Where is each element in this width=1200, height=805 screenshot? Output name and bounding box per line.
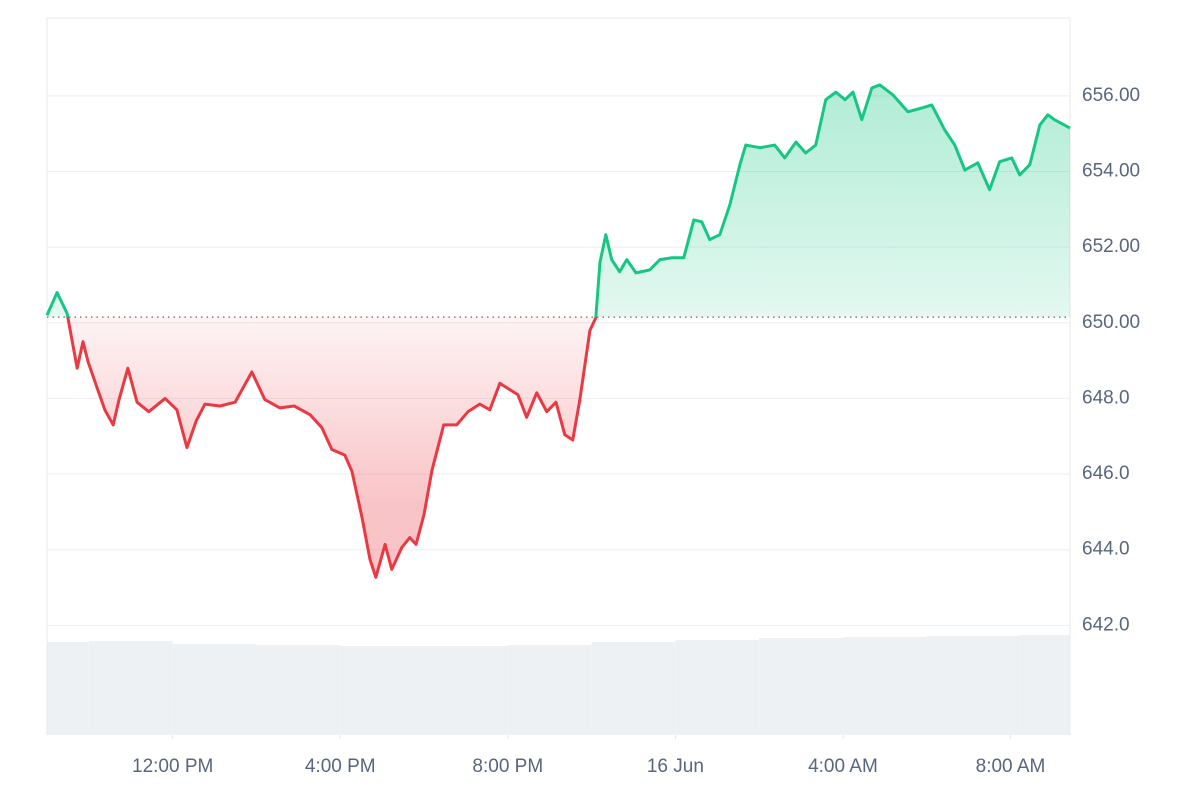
y-tick-label: 644.0 bbox=[1082, 539, 1130, 560]
volume-bar bbox=[340, 646, 425, 735]
y-tick-label: 652.00 bbox=[1082, 236, 1140, 257]
volume-bar bbox=[424, 646, 508, 735]
x-tick-label: 12:00 PM bbox=[132, 756, 213, 777]
x-tick-label: 4:00 PM bbox=[305, 756, 376, 777]
y-tick-label: 646.0 bbox=[1082, 463, 1130, 484]
y-tick-label: 656.00 bbox=[1082, 85, 1140, 106]
x-tick-label: 8:00 PM bbox=[472, 756, 543, 777]
price-area bbox=[47, 84, 1070, 578]
volume-bar bbox=[88, 641, 173, 735]
x-tick-label: 16 Jun bbox=[647, 756, 704, 777]
volume-bar bbox=[507, 645, 592, 735]
x-tick-label: 8:00 AM bbox=[976, 756, 1046, 777]
volume-bar bbox=[1019, 635, 1070, 735]
x-tick-label: 4:00 AM bbox=[808, 756, 878, 777]
volume-bar bbox=[172, 644, 257, 735]
volume-bar bbox=[759, 638, 843, 735]
volume-bar bbox=[47, 642, 89, 735]
y-tick-label: 642.0 bbox=[1082, 614, 1130, 635]
volume-bar bbox=[842, 637, 927, 735]
y-tick-label: 648.0 bbox=[1082, 387, 1130, 408]
y-tick-label: 650.00 bbox=[1082, 312, 1140, 333]
volume-bar bbox=[256, 645, 341, 735]
price-line bbox=[45, 83, 1071, 579]
volume-bar bbox=[926, 636, 1020, 735]
volume-bar bbox=[591, 642, 676, 735]
volume-bar bbox=[675, 640, 760, 735]
y-tick-label: 654.00 bbox=[1082, 161, 1140, 182]
